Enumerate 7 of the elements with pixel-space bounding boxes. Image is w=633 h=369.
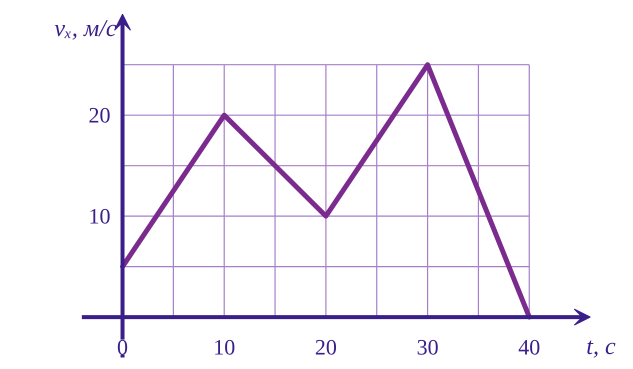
x-tick-label: 20: [314, 334, 337, 360]
x-axis-title: t, с: [586, 334, 616, 360]
y-axis-title: vₓ, м/с: [54, 16, 117, 42]
x-tick-label: 0: [117, 334, 128, 360]
x-tick-label: 30: [416, 334, 439, 360]
x-tick-label: 40: [518, 334, 540, 360]
x-tick-label: 10: [213, 334, 236, 360]
